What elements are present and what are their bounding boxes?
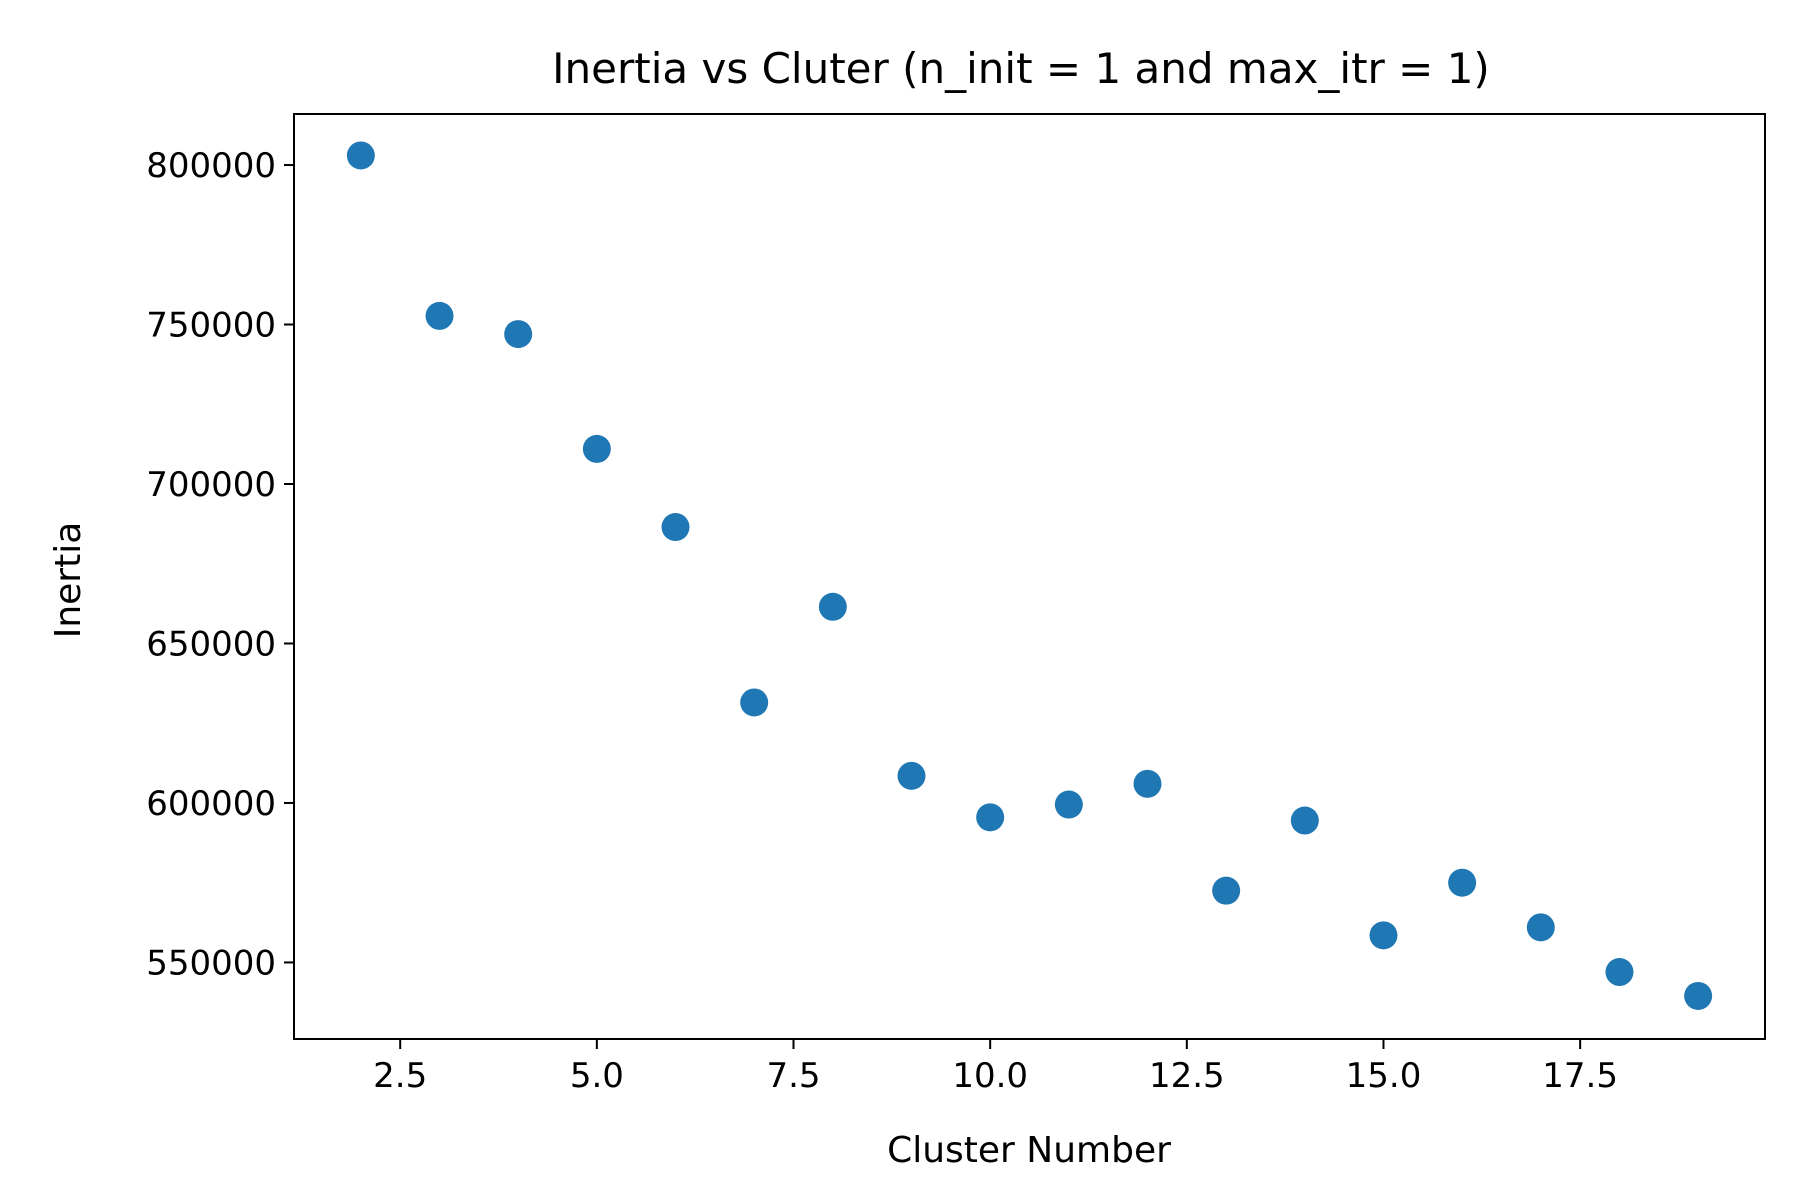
x-tick-label: 5.0 [570,1056,624,1096]
data-point [346,141,375,170]
plot-area [346,141,1713,1010]
data-point [1054,790,1083,819]
data-point [1369,921,1398,950]
y-tick-label: 550000 [146,943,276,983]
data-point [1448,868,1477,897]
y-axis: 550000 600000 650000 700000 750000 800000 [146,146,294,983]
x-tick-label: 7.5 [766,1056,820,1096]
x-tick-label: 2.5 [373,1056,427,1096]
plot-frame [293,113,1766,1040]
x-axis: 2.5 5.0 7.5 10.0 12.5 15.0 17.5 [373,1039,1618,1096]
data-point [1684,981,1713,1010]
x-tick-label: 10.0 [952,1056,1028,1096]
y-tick-label: 600000 [146,784,276,824]
x-tick-label: 15.0 [1346,1056,1422,1096]
y-tick-label: 800000 [146,146,276,186]
data-point [504,320,533,349]
data-point [1290,806,1319,835]
data-point [582,434,611,463]
y-axis-label: Inertia [48,522,89,639]
data-point [976,803,1005,832]
data-point [1133,769,1162,798]
y-tick-label: 700000 [146,465,276,505]
data-point [1526,913,1555,942]
data-point [818,592,847,621]
chart-title: Inertia vs Cluter (n_init = 1 and max_it… [552,44,1490,93]
x-axis-label: Cluster Number [887,1130,1171,1171]
data-point [897,761,926,790]
data-point [425,301,454,330]
y-tick-label: 650000 [146,624,276,664]
data-point [1212,876,1241,905]
data-point [740,688,769,717]
data-point [661,513,690,542]
x-tick-label: 12.5 [1149,1056,1225,1096]
x-tick-label: 17.5 [1542,1056,1618,1096]
data-point [1605,958,1634,987]
y-tick-label: 750000 [146,306,276,346]
